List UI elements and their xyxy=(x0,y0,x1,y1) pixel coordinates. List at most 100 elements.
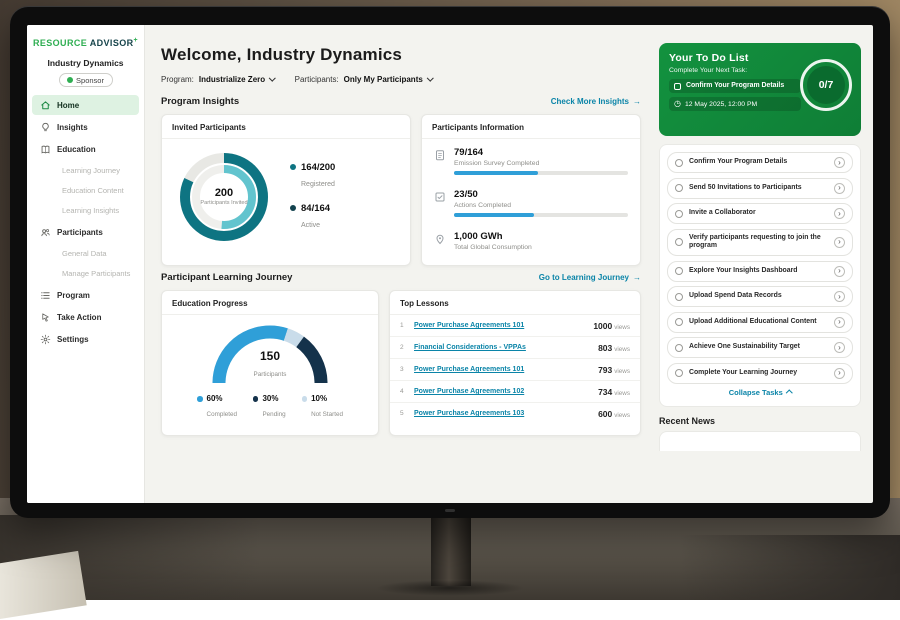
task-row[interactable]: Verify participants requesting to join t… xyxy=(667,228,853,257)
program-filter-label: Program: xyxy=(161,75,194,84)
monitor-bezel: RESOURCE ADVISOR+ Industry Dynamics Spon… xyxy=(10,6,890,518)
card-title: Invited Participants xyxy=(162,115,410,139)
monitor-stand-shadow xyxy=(375,580,525,596)
lesson-link[interactable]: Power Purchase Agreements 101 xyxy=(414,322,525,329)
sidebar-item-home[interactable]: Home xyxy=(32,95,139,115)
task-label: Upload Spend Data Records xyxy=(689,292,782,300)
link-label: Check More Insights xyxy=(550,97,629,106)
task-checkbox[interactable] xyxy=(675,209,683,218)
task-row[interactable]: Send 50 Invitations to Participants › xyxy=(667,177,853,199)
lesson-link[interactable]: Power Purchase Agreements 101 xyxy=(414,366,525,373)
legend-value: 10% xyxy=(311,394,328,403)
registered-dot-icon xyxy=(290,164,296,170)
desk-shadow-right xyxy=(680,535,900,600)
stat-value: 23/50 xyxy=(454,189,478,200)
section-title: Program Insights xyxy=(161,96,240,107)
app-logo: RESOURCE ADVISOR+ xyxy=(27,37,144,48)
task-label: Upload Additional Educational Content xyxy=(689,317,817,325)
card-title: Education Progress xyxy=(162,291,378,315)
lesson-link[interactable]: Financial Considerations - VPPAs xyxy=(414,344,526,351)
sponsor-badge[interactable]: Sponsor xyxy=(58,73,113,87)
task-checkbox[interactable] xyxy=(675,184,683,192)
sidebar-item-general-data[interactable]: General Data xyxy=(32,244,139,263)
lesson-link[interactable]: Power Purchase Agreements 103 xyxy=(414,410,525,417)
participants-select[interactable]: Only My Participants xyxy=(344,74,434,84)
todo-title: Your To Do List xyxy=(669,52,749,64)
stat-value: 1,000 GWh xyxy=(454,231,503,242)
gauge-center-value: 150 xyxy=(259,349,281,363)
sidebar-item-program[interactable]: Program xyxy=(32,285,139,305)
go-to-learning-journey-link[interactable]: Go to Learning Journey → xyxy=(539,273,641,282)
emission-survey-progress-bar xyxy=(454,171,628,175)
not-started-dot-icon xyxy=(301,396,308,402)
power-led xyxy=(445,509,455,512)
sidebar-item-label: General Data xyxy=(62,249,107,258)
task-chevron-icon[interactable]: › xyxy=(834,265,845,277)
task-chevron-icon[interactable]: › xyxy=(834,342,845,354)
lesson-link[interactable]: Power Purchase Agreements 102 xyxy=(414,388,525,395)
recent-news-title: Recent News xyxy=(659,416,716,427)
invited-participants-card: Invited Participants 200 xyxy=(161,114,411,266)
task-row[interactable]: Upload Additional Educational Content › xyxy=(667,311,853,333)
program-insights-cards: Invited Participants 200 xyxy=(161,114,641,266)
check-more-insights-link[interactable]: Check More Insights → xyxy=(551,97,641,106)
task-chevron-icon[interactable]: › xyxy=(834,208,845,219)
stat-emission-survey: 79/164 Emission Survey Completed xyxy=(422,139,640,181)
sidebar-item-label: Settings xyxy=(57,334,89,344)
task-row[interactable]: Explore Your Insights Dashboard › xyxy=(667,260,853,282)
home-icon xyxy=(40,100,51,111)
legend-label: Completed xyxy=(206,411,237,418)
location-pin-icon xyxy=(434,232,446,246)
task-chevron-icon[interactable]: › xyxy=(834,291,845,303)
next-task-due: ◷ 12 May 2025, 12:00 PM xyxy=(669,97,801,112)
lesson-row: 5 Power Purchase Agreements 103 600 views xyxy=(390,403,640,424)
lesson-row: 1 Power Purchase Agreements 101 1000 view… xyxy=(390,315,640,337)
task-chevron-icon[interactable]: › xyxy=(834,316,845,328)
task-checkbox[interactable] xyxy=(675,238,683,247)
task-chevron-icon[interactable]: › xyxy=(834,367,845,379)
program-select[interactable]: Industrialize Zero xyxy=(199,74,276,84)
lesson-views: 734 views xyxy=(598,386,630,397)
task-row[interactable]: Complete Your Learning Journey › xyxy=(667,362,853,384)
checklist-icon xyxy=(434,190,446,204)
task-row[interactable]: Confirm Your Program Details › xyxy=(667,152,853,173)
sidebar-item-take-action[interactable]: Take Action xyxy=(32,307,139,327)
task-checkbox[interactable] xyxy=(675,292,683,301)
card-title: Participants Information xyxy=(422,115,640,139)
sidebar-item-learning-journey[interactable]: Learning Journey xyxy=(32,161,139,180)
sidebar-item-learning-insights[interactable]: Learning Insights xyxy=(32,201,139,220)
task-chevron-icon[interactable]: › xyxy=(834,182,845,194)
task-checkbox[interactable] xyxy=(675,158,683,167)
task-row[interactable]: Invite a Collaborator › xyxy=(667,203,853,224)
lesson-views: 793 views xyxy=(598,364,630,375)
legend-item-not-started: 10% Not Started xyxy=(301,394,343,421)
insights-icon xyxy=(40,122,51,133)
stat-actions-completed: 23/50 Actions Completed xyxy=(422,181,640,223)
next-task-label: Confirm Your Program Details xyxy=(686,82,785,89)
sidebar-item-label: Education Content xyxy=(62,186,124,195)
sidebar-item-settings[interactable]: Settings xyxy=(32,329,139,349)
collapse-tasks-link[interactable]: Collapse Tasks xyxy=(667,388,853,397)
task-checkbox[interactable] xyxy=(675,343,683,352)
sidebar-item-manage-participants[interactable]: Manage Participants xyxy=(32,264,139,283)
lesson-rank: 1 xyxy=(400,322,404,329)
task-checkbox[interactable] xyxy=(675,369,683,378)
task-row[interactable]: Achieve One Sustainability Target › xyxy=(667,337,853,359)
sidebar-item-education[interactable]: Education xyxy=(32,139,139,159)
sidebar-item-education-content[interactable]: Education Content xyxy=(32,181,139,200)
task-chevron-icon[interactable]: › xyxy=(834,157,845,168)
recent-news-card xyxy=(659,431,861,452)
lesson-rank: 3 xyxy=(400,366,404,373)
link-label: Go to Learning Journey xyxy=(538,273,629,282)
task-checkbox[interactable] xyxy=(675,267,683,276)
sidebar-item-participants[interactable]: Participants xyxy=(32,222,139,242)
logo-plus: + xyxy=(133,37,139,44)
task-row[interactable]: Upload Spend Data Records › xyxy=(667,286,853,308)
task-checkbox[interactable] xyxy=(675,318,683,327)
task-chevron-icon[interactable]: › xyxy=(834,236,845,248)
next-task-chip[interactable]: Confirm Your Program Details xyxy=(669,79,801,94)
next-task-checkbox[interactable] xyxy=(674,82,681,90)
sidebar-item-insights[interactable]: Insights xyxy=(32,117,139,137)
task-label: Invite a Collaborator xyxy=(689,209,756,217)
sponsor-role-icon xyxy=(67,77,74,83)
